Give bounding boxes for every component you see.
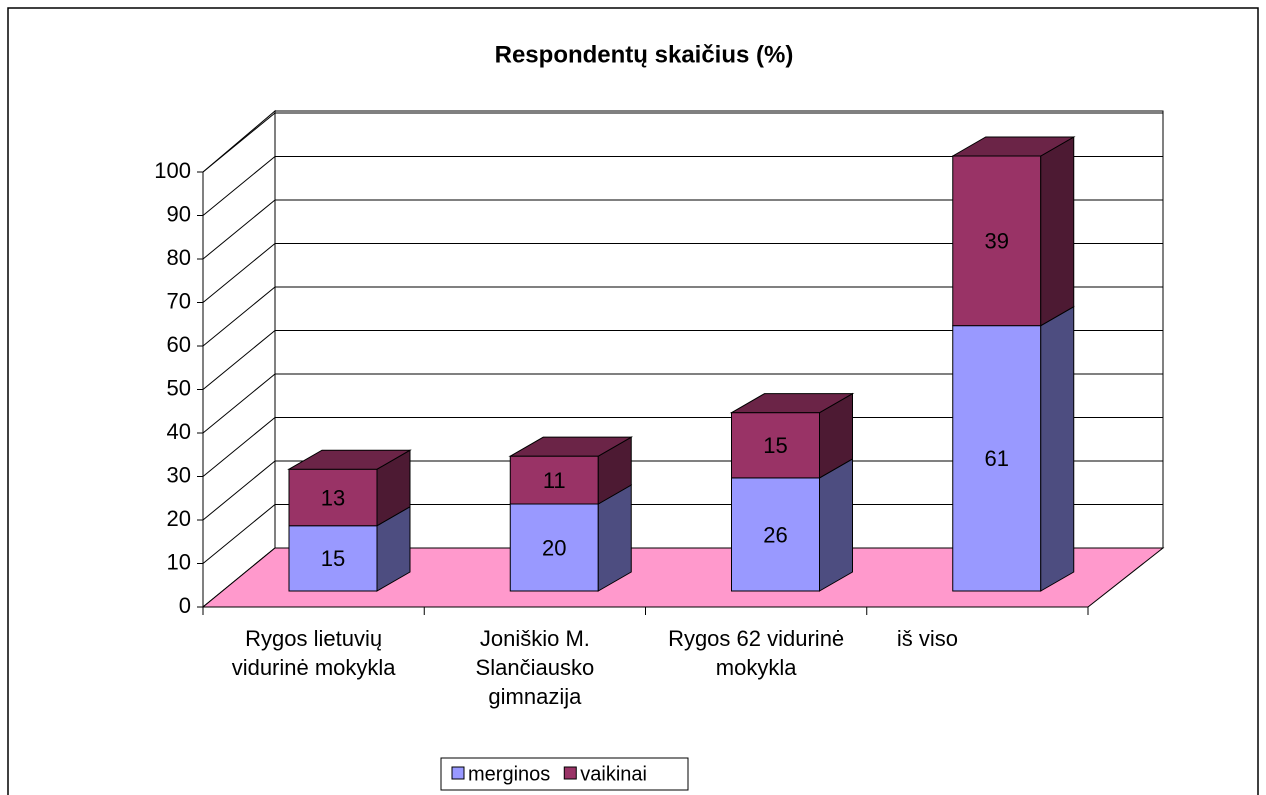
- bar-front: [952, 155, 1042, 327]
- grid-line: [202, 373, 276, 434]
- y-tick-label: 0: [179, 593, 191, 618]
- y-tick-label: 60: [167, 332, 191, 357]
- x-tick-label: Joniškio M. Slančiausko gimnazija: [475, 626, 595, 709]
- y-tick-label: 70: [167, 288, 191, 313]
- chart-title: Respondentų skaičius (%): [495, 41, 794, 68]
- bar-side: [1040, 305, 1075, 592]
- y-tick-label: 100: [154, 158, 191, 183]
- x-tick-label: Rygos 62 vidurinė mokykla: [668, 626, 845, 680]
- bar-front: [731, 477, 820, 592]
- y-tick-label: 10: [167, 549, 191, 574]
- grid-line: [202, 286, 276, 347]
- value-label: 11: [543, 468, 566, 493]
- bar-front: [731, 412, 820, 479]
- legend-swatch: [451, 766, 465, 780]
- value-label: 15: [763, 433, 787, 458]
- grid-line: [202, 156, 276, 216]
- bar-top: [950, 136, 1076, 157]
- x-tick-label: Rygos lietuvių vidurinė mokykla: [231, 626, 396, 680]
- bar-front: [509, 503, 599, 592]
- value-label: 13: [321, 485, 345, 510]
- value-label: 39: [985, 229, 1009, 254]
- bar-side: [819, 458, 853, 592]
- y-tick-label: 80: [167, 245, 191, 270]
- bar-top: [729, 393, 855, 414]
- y-tick-label: 90: [167, 201, 191, 226]
- grid-line: [202, 112, 276, 173]
- value-label: 61: [985, 446, 1009, 471]
- legend-swatch: [563, 766, 577, 780]
- x-tick-label: iš viso: [896, 626, 958, 651]
- grid-line: [202, 460, 276, 521]
- value-label: 15: [321, 546, 345, 571]
- value-label: 26: [763, 522, 787, 547]
- grid-line: [202, 243, 276, 303]
- bar-side: [1040, 136, 1075, 327]
- grid-line: [202, 504, 276, 564]
- y-tick-label: 20: [167, 506, 191, 531]
- bar-top: [287, 449, 412, 470]
- bar-front: [288, 525, 378, 592]
- legend-label: merginos: [468, 763, 550, 785]
- bar-front: [952, 325, 1042, 592]
- y-tick-label: 50: [167, 375, 191, 400]
- grid-line: [202, 199, 276, 260]
- grid-line: [202, 330, 276, 390]
- grid-line: [202, 417, 276, 477]
- value-label: 20: [542, 535, 566, 560]
- bar-top: [508, 436, 634, 457]
- legend-label: vaikinai: [580, 763, 647, 785]
- y-tick-label: 40: [167, 419, 191, 444]
- y-tick-label: 30: [167, 462, 191, 487]
